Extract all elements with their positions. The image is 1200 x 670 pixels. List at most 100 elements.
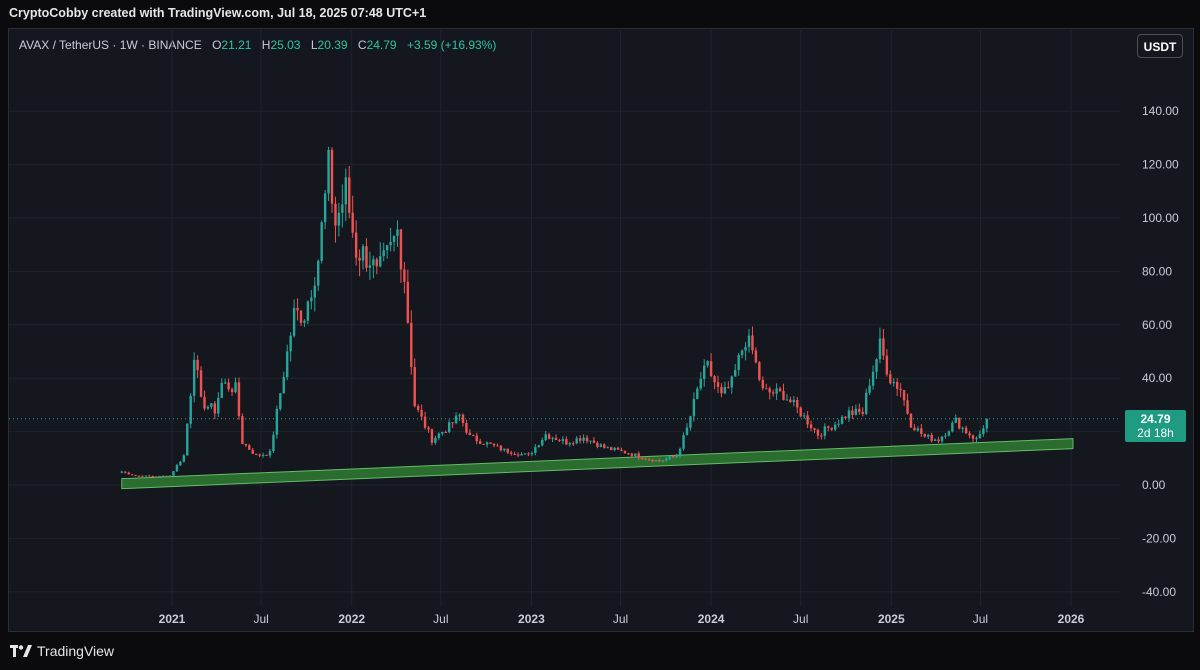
candle-body <box>482 443 485 445</box>
y-tick-label: 120.00 <box>1142 158 1179 172</box>
candle-body <box>813 428 816 430</box>
candle-body <box>592 440 596 443</box>
candle-body <box>196 359 199 371</box>
candle-body <box>372 259 375 266</box>
candle-body <box>606 447 609 449</box>
candle-body <box>637 453 640 458</box>
candle-body <box>875 359 878 372</box>
symbol-name[interactable]: AVAX / TetherUS · 1W · BINANCE <box>19 38 202 52</box>
candle-body <box>699 378 702 389</box>
x-tick-label: Jul <box>433 612 448 626</box>
candle-body <box>696 388 699 399</box>
candle-body <box>168 475 172 477</box>
candle-body <box>203 396 206 409</box>
y-tick-label: 40.00 <box>1142 371 1172 385</box>
candle-body <box>765 388 768 390</box>
candle-body <box>268 451 272 456</box>
candle-body <box>982 428 985 435</box>
candle-body <box>640 457 644 459</box>
candle-body <box>354 232 358 258</box>
candle-body <box>971 435 975 439</box>
candle-body <box>734 370 737 377</box>
candle-body <box>337 212 341 226</box>
candle-body <box>771 392 775 394</box>
candle-body <box>413 367 416 407</box>
candle-body <box>682 435 685 449</box>
currency-button[interactable]: USDT <box>1137 34 1183 58</box>
candle-body <box>658 459 661 462</box>
candle-body <box>451 422 454 424</box>
candle-body <box>220 382 223 398</box>
candle-body <box>809 424 813 429</box>
candle-body <box>258 454 261 456</box>
candle-body <box>299 310 303 323</box>
candle-body <box>230 389 234 393</box>
low-value: 20.39 <box>317 38 348 52</box>
candle-body <box>599 444 603 447</box>
candle-body <box>368 265 372 268</box>
candle-body <box>720 386 723 394</box>
candle-body <box>930 434 933 441</box>
bar-countdown: 2d 18h <box>1125 426 1186 440</box>
candle-body <box>916 428 920 431</box>
candle-body <box>561 439 565 441</box>
candle-body <box>503 448 506 451</box>
open-label: O <box>212 38 222 52</box>
candle-body <box>716 382 720 387</box>
candle-body <box>978 434 982 439</box>
candle-body <box>820 435 823 437</box>
candle-body <box>179 461 182 466</box>
x-tick-label: Jul <box>253 612 268 626</box>
candle-body <box>447 422 451 433</box>
candle-body <box>382 250 385 256</box>
candle-body <box>823 426 827 436</box>
candle-body <box>889 374 892 384</box>
candle-body <box>323 193 327 223</box>
candle-body <box>513 453 516 455</box>
candle-body <box>909 413 913 428</box>
candle-body <box>782 390 785 400</box>
tradingview-logo-icon <box>10 645 32 657</box>
candle-body <box>285 351 289 378</box>
candle-body <box>161 475 165 477</box>
footer: TradingView <box>10 643 114 659</box>
candle-body <box>616 447 620 450</box>
candle-body <box>796 399 799 408</box>
candle-body <box>740 350 744 356</box>
candle-body <box>582 437 585 441</box>
candle-body <box>210 403 213 407</box>
candle-body <box>365 246 368 268</box>
candle-body <box>361 246 365 261</box>
candle-body <box>144 475 148 477</box>
chart-frame[interactable] <box>8 28 1194 632</box>
candle-body <box>406 281 410 323</box>
candle-body <box>261 454 265 456</box>
candle-body <box>575 438 578 444</box>
candle-body <box>241 416 244 444</box>
candle-body <box>709 361 713 377</box>
candle-body <box>199 370 203 397</box>
candle-body <box>596 442 599 447</box>
y-tick-label: -20.00 <box>1142 531 1176 545</box>
candle-body <box>844 416 847 419</box>
candle-body <box>265 454 268 456</box>
candle-body <box>520 453 523 456</box>
candle-body <box>317 260 320 286</box>
candle-body <box>165 475 168 477</box>
candle-body <box>489 442 492 444</box>
candle-body <box>737 355 740 371</box>
candle-body <box>975 438 978 440</box>
candle-body <box>847 410 851 419</box>
candle-body <box>148 475 151 477</box>
candle-body <box>292 307 296 336</box>
candle-body <box>434 437 437 443</box>
candle-body <box>913 427 916 431</box>
candle-body <box>627 453 630 455</box>
candle-body <box>947 431 951 436</box>
candle-body <box>151 476 155 478</box>
candle-body <box>389 241 392 246</box>
candle-body <box>279 393 282 410</box>
candle-body <box>572 443 575 445</box>
candle-body <box>547 434 551 439</box>
